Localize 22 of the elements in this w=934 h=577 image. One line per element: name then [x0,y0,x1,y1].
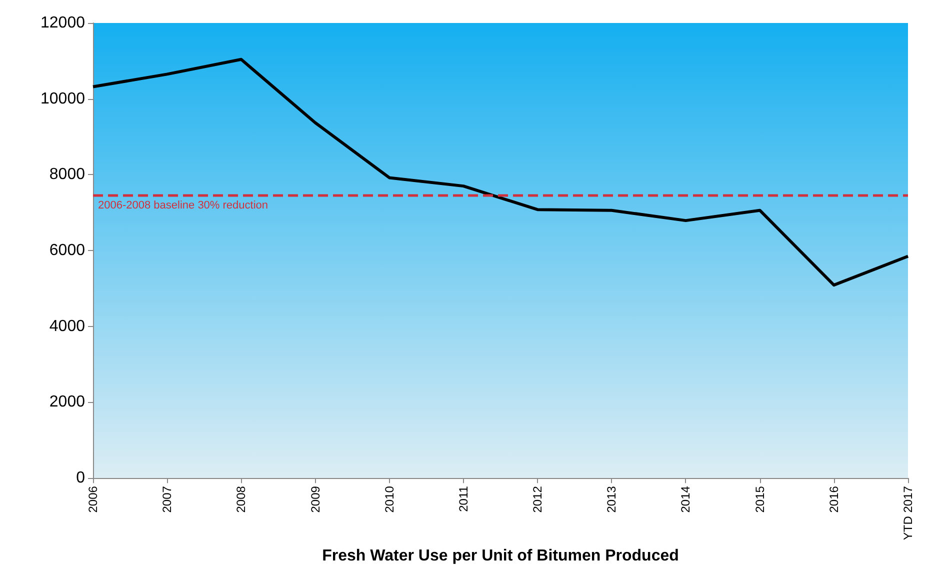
x-tick-label: YTD 2017 [901,486,915,540]
y-tick-label: 4000 [49,318,86,335]
x-tick-label: 2009 [308,486,322,513]
x-tick-label: 2006 [86,486,100,513]
x-tick-label: 2008 [234,486,248,513]
y-tick-label: 12000 [40,14,86,32]
x-axis-title: Fresh Water Use per Unit of Bitumen Produced [322,548,679,564]
x-tick-label: 2015 [752,486,767,513]
x-tick-label: 2014 [678,486,693,513]
y-tick-label: 2000 [49,394,86,411]
y-tick-label: 0 [76,470,86,487]
y-tick-label: 8000 [49,166,86,184]
x-tick-label: 2012 [530,486,545,513]
x-tick-label: 2007 [160,486,174,513]
y-tick-label: 6000 [49,242,86,260]
x-tick-label: 2010 [382,486,396,513]
ref-line-label: 2006-2008 baseline 30% reduction [98,199,268,212]
line-series [92,58,910,287]
x-tick-label: 2016 [826,486,841,513]
x-tick-label: 2013 [604,486,619,513]
x-tick-label: 2011 [456,486,470,512]
y-tick-label: 10000 [40,90,86,108]
